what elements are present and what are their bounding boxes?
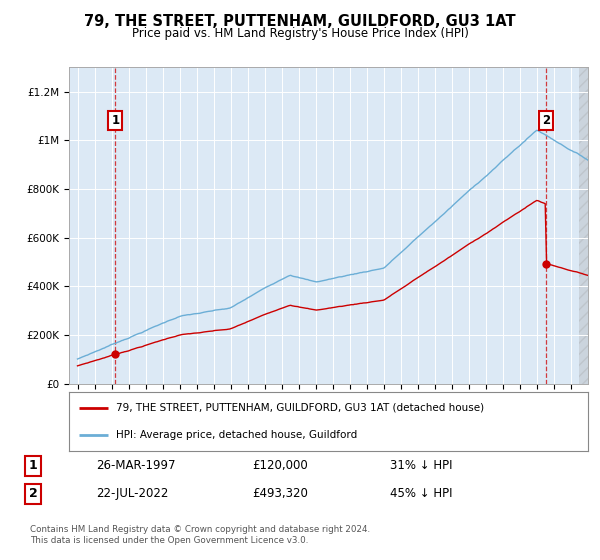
Text: 31% ↓ HPI: 31% ↓ HPI xyxy=(390,459,452,473)
Text: 1: 1 xyxy=(29,459,37,473)
Text: 22-JUL-2022: 22-JUL-2022 xyxy=(96,487,169,501)
Text: £493,320: £493,320 xyxy=(252,487,308,501)
Text: Contains HM Land Registry data © Crown copyright and database right 2024.
This d: Contains HM Land Registry data © Crown c… xyxy=(30,525,370,545)
Text: HPI: Average price, detached house, Guildford: HPI: Average price, detached house, Guil… xyxy=(116,430,357,440)
Text: Price paid vs. HM Land Registry's House Price Index (HPI): Price paid vs. HM Land Registry's House … xyxy=(131,27,469,40)
Text: £120,000: £120,000 xyxy=(252,459,308,473)
Text: 26-MAR-1997: 26-MAR-1997 xyxy=(96,459,176,473)
Text: 45% ↓ HPI: 45% ↓ HPI xyxy=(390,487,452,501)
Text: 1: 1 xyxy=(112,114,119,127)
Text: 79, THE STREET, PUTTENHAM, GUILDFORD, GU3 1AT: 79, THE STREET, PUTTENHAM, GUILDFORD, GU… xyxy=(84,14,516,29)
Text: 79, THE STREET, PUTTENHAM, GUILDFORD, GU3 1AT (detached house): 79, THE STREET, PUTTENHAM, GUILDFORD, GU… xyxy=(116,403,484,413)
Text: 2: 2 xyxy=(542,114,550,127)
Bar xyxy=(580,67,596,384)
Text: 2: 2 xyxy=(29,487,37,501)
